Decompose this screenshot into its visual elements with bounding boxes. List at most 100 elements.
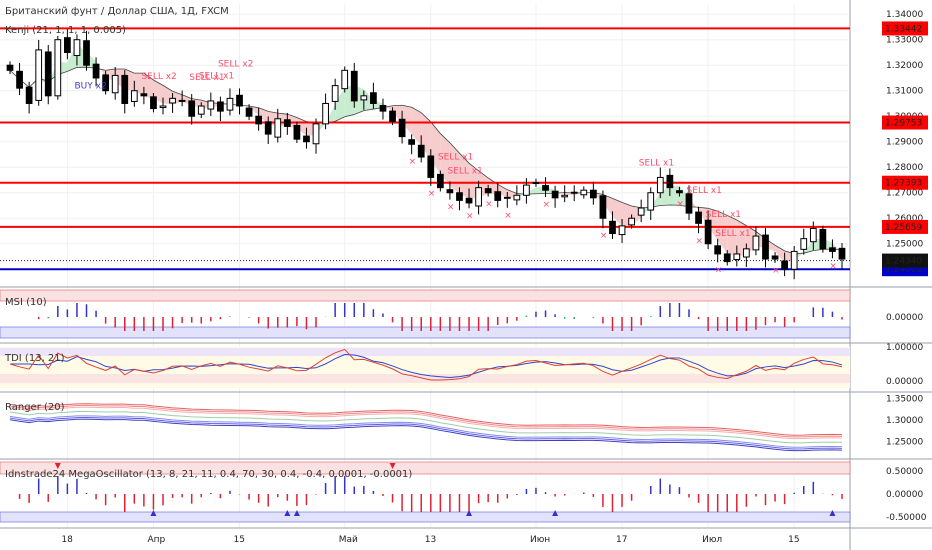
candle[interactable]: [140, 86, 148, 105]
candle[interactable]: [197, 102, 205, 119]
candle[interactable]: [800, 228, 808, 255]
candle[interactable]: [350, 62, 358, 108]
candle[interactable]: [417, 135, 425, 163]
candle[interactable]: [456, 187, 463, 211]
candle[interactable]: [150, 93, 157, 113]
candle[interactable]: [6, 61, 14, 75]
candle[interactable]: [217, 96, 224, 122]
time-axis[interactable]: 18 Апр 15 Май 13 Июн 17 Июл 15: [61, 535, 799, 545]
candle[interactable]: [283, 112, 291, 135]
candle[interactable]: [35, 39, 43, 106]
candle[interactable]: [16, 62, 23, 96]
candle[interactable]: [379, 98, 387, 120]
candle[interactable]: [809, 221, 817, 251]
candle[interactable]: [819, 225, 827, 253]
candle[interactable]: [226, 88, 234, 116]
price-tick-label: 1.28000: [886, 163, 923, 173]
candle[interactable]: [551, 185, 559, 208]
candle[interactable]: [637, 199, 645, 223]
candle[interactable]: [695, 206, 702, 234]
candle[interactable]: [771, 252, 779, 263]
candle[interactable]: [322, 93, 329, 130]
candle[interactable]: [303, 127, 310, 149]
candle[interactable]: [829, 239, 836, 259]
candle[interactable]: [54, 35, 62, 100]
ranger-pane[interactable]: 1.35000 1.30000 1.25000: [9, 394, 923, 452]
candle[interactable]: [73, 34, 81, 66]
candle[interactable]: [312, 118, 320, 154]
candle[interactable]: [255, 107, 263, 131]
candle[interactable]: [609, 211, 616, 239]
candle[interactable]: [589, 181, 597, 205]
candle[interactable]: [245, 104, 253, 121]
candle[interactable]: [838, 242, 846, 269]
candle[interactable]: [169, 93, 176, 113]
candle[interactable]: [64, 29, 71, 60]
candle[interactable]: [188, 94, 196, 125]
candle[interactable]: [178, 90, 186, 107]
candle[interactable]: [102, 71, 110, 95]
candle[interactable]: [523, 178, 530, 204]
candle[interactable]: [83, 30, 90, 71]
candle[interactable]: [752, 226, 760, 256]
candle[interactable]: [733, 245, 741, 267]
candle[interactable]: [618, 219, 626, 243]
candle[interactable]: [264, 116, 272, 145]
candle[interactable]: [570, 185, 578, 202]
msi-pane[interactable]: 0.00000: [0, 289, 923, 339]
price-axis[interactable]: 1.340001.330001.320001.310001.300001.290…: [882, 10, 928, 277]
candle[interactable]: [293, 121, 301, 143]
candle[interactable]: [360, 90, 368, 110]
candle[interactable]: [513, 185, 521, 206]
candle[interactable]: [446, 181, 454, 200]
candle[interactable]: [781, 252, 788, 277]
candle[interactable]: [475, 180, 482, 215]
candle[interactable]: [331, 78, 339, 110]
candle[interactable]: [762, 228, 769, 268]
candle[interactable]: [398, 110, 406, 144]
candle[interactable]: [723, 250, 731, 266]
candle[interactable]: [25, 81, 33, 114]
candle[interactable]: [704, 210, 712, 250]
candle[interactable]: [111, 66, 119, 100]
candle[interactable]: [742, 243, 750, 267]
candle[interactable]: [714, 238, 722, 263]
candle[interactable]: [436, 170, 444, 192]
candle[interactable]: [408, 134, 416, 155]
candle[interactable]: [580, 186, 588, 199]
candle[interactable]: [341, 66, 349, 93]
candle[interactable]: [599, 190, 607, 229]
candle[interactable]: [494, 183, 502, 208]
candle[interactable]: [628, 214, 635, 229]
candle[interactable]: [159, 97, 167, 115]
candle[interactable]: [389, 107, 396, 126]
candle[interactable]: [790, 246, 798, 280]
candle[interactable]: [92, 57, 100, 87]
candle[interactable]: [370, 82, 377, 109]
candle[interactable]: [503, 191, 511, 208]
candle[interactable]: [676, 186, 683, 197]
candle[interactable]: [274, 108, 282, 143]
candle[interactable]: [236, 88, 243, 115]
tdi-pane[interactable]: 1.00000 0.00000: [0, 343, 923, 388]
horizontal-levels[interactable]: [0, 27, 850, 271]
candle[interactable]: [666, 168, 674, 197]
candle[interactable]: [542, 177, 549, 198]
candle[interactable]: [44, 45, 52, 105]
candle[interactable]: [121, 70, 129, 114]
ranger-band: [9, 417, 843, 450]
candle[interactable]: [207, 92, 215, 116]
candle[interactable]: [685, 185, 693, 221]
megaoscillator-pane[interactable]: 0.50000 0.00000 -0.50000: [0, 461, 927, 523]
candle[interactable]: [465, 188, 473, 209]
candle[interactable]: [647, 187, 655, 221]
candle[interactable]: [484, 184, 492, 197]
candle[interactable]: [130, 80, 138, 107]
candles[interactable]: [6, 29, 846, 280]
candle[interactable]: [561, 185, 569, 203]
candle[interactable]: [427, 149, 435, 186]
candle[interactable]: [656, 167, 664, 199]
candle[interactable]: [532, 178, 540, 187]
